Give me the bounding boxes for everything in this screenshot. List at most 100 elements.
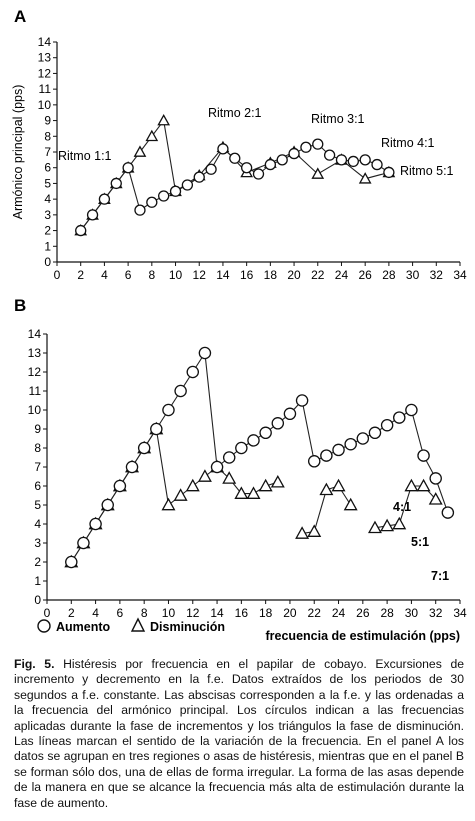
series-line-triangle (80, 119, 390, 231)
data-point-circle (417, 449, 430, 462)
panel-b-label: B (14, 296, 26, 315)
data-point-circle (383, 166, 395, 179)
data-point-triangle (234, 486, 249, 499)
x-tick-label: 2 (68, 606, 75, 620)
data-point-circle (162, 403, 175, 417)
legend: Aumento Disminución (37, 617, 225, 634)
data-point-triangle (358, 172, 372, 184)
x-tick-label: 14 (216, 268, 230, 282)
y-tick-label: 4 (34, 517, 41, 531)
data-point-triangle (270, 474, 285, 488)
data-point-triangle (258, 478, 273, 492)
x-tick-label: 24 (335, 268, 349, 282)
x-tick-label: 32 (430, 268, 444, 282)
data-point-circle (98, 193, 111, 205)
data-point-circle (65, 555, 78, 569)
data-point-triangle (404, 478, 419, 492)
x-tick-label: 18 (264, 268, 278, 282)
data-point-circle (359, 154, 371, 166)
data-point-circle (332, 443, 345, 457)
x-tick-label: 28 (382, 268, 396, 282)
data-point-circle (307, 455, 321, 468)
x-tick-label: 34 (453, 606, 467, 620)
x-tick-label: 30 (405, 606, 419, 620)
x-tick-label: 4 (92, 606, 99, 620)
x-tick-label: 10 (162, 606, 176, 620)
x-tick-label: 6 (117, 606, 124, 620)
data-point-circle (264, 158, 277, 171)
data-point-circle (210, 460, 224, 474)
data-point-triangle (145, 129, 159, 142)
chart-annotation: Ritmo 4:1 (381, 136, 435, 150)
legend-triangle-icon (130, 617, 146, 632)
data-point-triangle (311, 167, 325, 179)
chart-annotation: Ritmo 1:1 (58, 149, 112, 163)
x-tick-label: 16 (240, 268, 254, 282)
data-point-circle (229, 152, 241, 164)
panel-a-label: A (14, 7, 26, 26)
data-point-circle (356, 432, 370, 445)
data-point-triangle (185, 478, 200, 492)
y-tick-label: 13 (38, 51, 52, 65)
data-point-triangle (307, 524, 322, 537)
data-point-circle (198, 346, 212, 360)
x-tick-label: 8 (141, 606, 148, 620)
x-tick-label: 12 (193, 268, 207, 282)
x-tick-label: 18 (259, 606, 273, 620)
data-point-circle (344, 437, 357, 451)
x-tick-label: 0 (54, 268, 61, 282)
x-tick-label: 30 (406, 268, 420, 282)
y-tick-label: 11 (29, 384, 42, 398)
data-point-triangle (343, 497, 358, 511)
data-point-triangle (392, 516, 407, 530)
y-tick-label: 5 (44, 176, 51, 190)
x-tick-label: 4 (101, 268, 108, 282)
data-point-circle (288, 147, 300, 160)
data-point-circle (113, 479, 127, 493)
x-tick-label: 22 (308, 606, 322, 620)
x-tick-label: 16 (235, 606, 249, 620)
data-point-circle (429, 472, 442, 485)
x-axis-label-b: frecuencia de estimulación (pps) (266, 629, 461, 643)
data-point-circle (75, 224, 87, 237)
data-point-circle (122, 162, 134, 174)
y-tick-label: 14 (28, 327, 42, 341)
y-tick-label: 2 (44, 224, 51, 238)
data-point-circle (368, 426, 382, 440)
data-point-triangle (331, 478, 346, 492)
data-point-circle (110, 177, 122, 190)
data-point-circle (441, 506, 455, 519)
x-tick-label: 24 (332, 606, 346, 620)
data-point-circle (405, 403, 418, 417)
y-tick-label: 10 (28, 403, 42, 417)
y-tick-label: 5 (34, 498, 41, 512)
data-point-circle (235, 441, 248, 455)
chart-annotation: 4:1 (393, 500, 411, 514)
y-tick-label: 6 (44, 161, 51, 175)
data-point-circle (174, 384, 187, 398)
y-tick-label: 10 (38, 98, 52, 112)
y-tick-label: 12 (38, 66, 52, 80)
data-point-circle (240, 162, 253, 174)
legend-aumento: Aumento (56, 620, 111, 634)
y-tick-label: 7 (44, 145, 51, 159)
y-tick-label: 8 (44, 129, 51, 143)
chart-annotation: 7:1 (431, 569, 449, 583)
data-point-triangle (222, 471, 237, 484)
y-tick-label: 0 (34, 593, 41, 607)
x-tick-label: 0 (44, 606, 51, 620)
data-point-circle (181, 179, 194, 191)
x-tick-label: 8 (148, 268, 155, 282)
data-point-circle (276, 154, 288, 166)
data-point-circle (134, 204, 146, 216)
data-point-triangle (428, 492, 443, 505)
y-tick-label: 1 (34, 574, 41, 588)
data-point-circle (371, 158, 383, 171)
x-tick-label: 22 (311, 268, 325, 282)
data-point-circle (271, 417, 285, 430)
data-point-triangle (295, 526, 310, 539)
x-tick-label: 12 (186, 606, 200, 620)
